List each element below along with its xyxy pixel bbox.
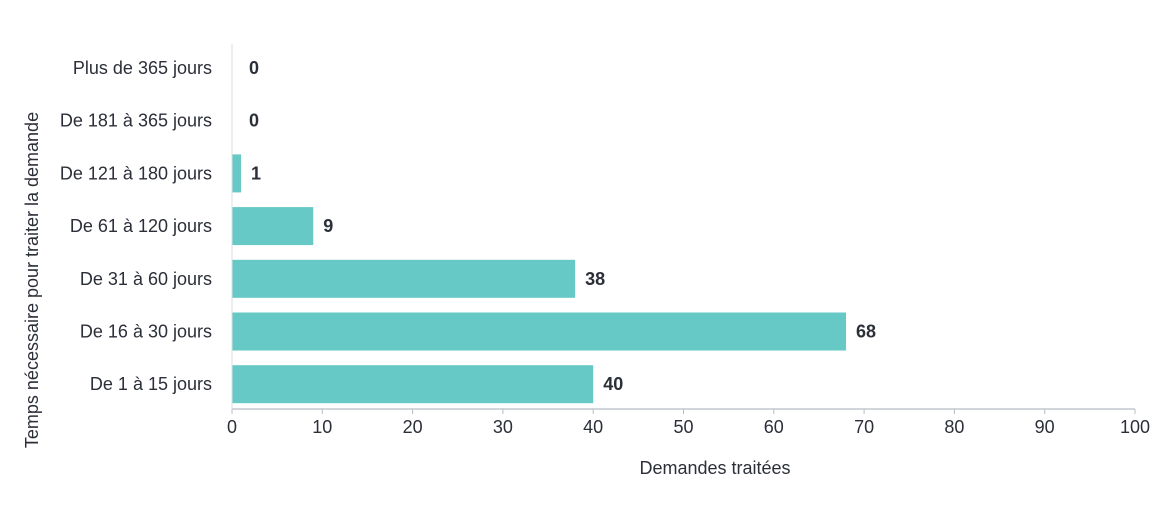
x-tick-label: 40 xyxy=(583,417,603,437)
x-tick-label: 80 xyxy=(944,417,964,437)
category-label: De 121 à 180 jours xyxy=(60,163,212,183)
category-label: De 61 à 120 jours xyxy=(70,216,212,236)
x-tick-label: 0 xyxy=(227,417,237,437)
value-label: 38 xyxy=(585,269,605,289)
bar-3 xyxy=(232,207,314,246)
category-label: De 181 à 365 jours xyxy=(60,111,212,131)
y-axis-title: Temps nécessaire pour traiter la demande xyxy=(22,112,42,448)
x-tick-label: 30 xyxy=(493,417,513,437)
bar-6 xyxy=(232,365,594,404)
x-tick-label: 60 xyxy=(764,417,784,437)
value-label: 1 xyxy=(251,163,261,183)
x-tick-label: 70 xyxy=(854,417,874,437)
category-label: De 31 à 60 jours xyxy=(80,269,212,289)
bars-layer xyxy=(232,154,847,404)
x-tick-label: 10 xyxy=(312,417,332,437)
x-tick-label: 100 xyxy=(1120,417,1150,437)
category-label: De 16 à 30 jours xyxy=(80,322,212,342)
x-axis-title: Demandes traitées xyxy=(639,458,790,478)
bar-4 xyxy=(232,259,576,298)
bar-2 xyxy=(232,154,242,193)
value-label: 0 xyxy=(249,111,259,131)
x-axis-ticks: 0 10 20 30 40 50 60 70 80 90 100 xyxy=(227,409,1150,437)
value-label: 68 xyxy=(856,322,876,342)
x-tick-label: 20 xyxy=(403,417,423,437)
labels-layer: Plus de 365 jours 0 De 181 à 365 jours 0 De … xyxy=(60,58,876,394)
x-tick-label: 90 xyxy=(1035,417,1055,437)
value-label: 9 xyxy=(323,216,333,236)
bar-5 xyxy=(232,312,847,351)
x-tick-label: 50 xyxy=(673,417,693,437)
category-label: De 1 à 15 jours xyxy=(90,374,212,394)
category-label: Plus de 365 jours xyxy=(73,58,212,78)
value-label: 40 xyxy=(603,374,623,394)
value-label: 0 xyxy=(249,58,259,78)
